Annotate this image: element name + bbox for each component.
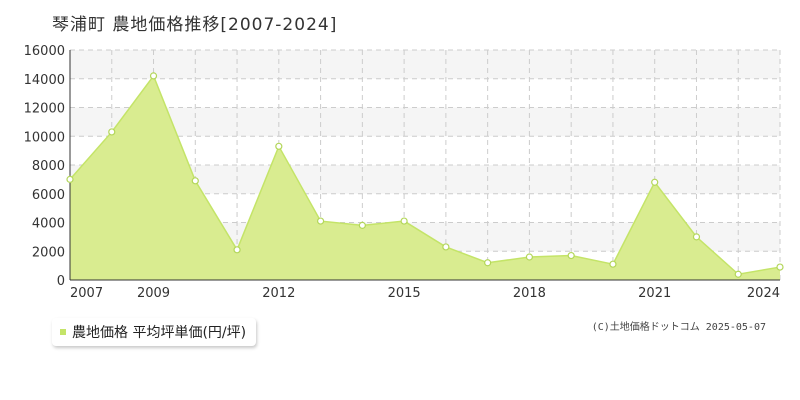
legend: 農地価格 平均坪単価(円/坪) <box>52 318 257 346</box>
data-point-2013 <box>316 217 325 225</box>
x-tick-label-2018: 2018 <box>513 286 546 301</box>
data-point-2015 <box>400 217 408 225</box>
data-point-2021 <box>651 178 659 186</box>
y-tick-label-16000: 16000 <box>24 44 65 59</box>
x-tick-label-2009: 2009 <box>137 286 170 301</box>
data-point-2022 <box>692 233 701 241</box>
data-point-2019 <box>567 251 575 260</box>
series-line <box>69 74 781 276</box>
y-tick-label-14000: 14000 <box>24 73 65 88</box>
data-point-2024 <box>776 263 784 271</box>
y-tick-label-4000: 4000 <box>32 217 65 232</box>
series-area <box>69 74 781 280</box>
x-tick-label-2015: 2015 <box>388 286 421 301</box>
y-tick-label-10000: 10000 <box>24 130 65 145</box>
data-point-2023 <box>734 270 742 278</box>
x-tick-label-2024: 2024 <box>747 286 780 301</box>
x-tick-label-2012: 2012 <box>262 286 295 301</box>
series-area-fill <box>70 75 780 280</box>
axes <box>69 50 780 281</box>
x-tick-label-2021: 2021 <box>638 286 671 301</box>
data-point-2017 <box>484 259 492 267</box>
data-point-2020 <box>609 260 617 268</box>
data-point-2018 <box>525 253 534 261</box>
data-point-2007 <box>66 175 74 183</box>
y-tick-label-12000: 12000 <box>24 102 65 117</box>
series-markers <box>66 72 784 278</box>
data-point-2012 <box>275 142 283 150</box>
legend-label: 農地価格 平均坪単価(円/坪) <box>72 325 247 341</box>
x-tick-labels: 2007 2009 2012 2015 2018 2021 2024 <box>70 286 780 301</box>
data-point-2014 <box>358 221 366 229</box>
y-tick-label-6000: 6000 <box>32 188 65 203</box>
y-tick-label-8000: 8000 <box>32 159 65 174</box>
data-point-2016 <box>442 243 450 251</box>
band-5 <box>70 107 780 137</box>
y-tick-label-2000: 2000 <box>32 245 65 260</box>
data-point-2010 <box>191 177 199 185</box>
copyright-text: (C)土地価格ドットコム 2025-05-07 <box>591 322 766 333</box>
chart-title: 琴浦町 農地価格推移[2007-2024] <box>52 15 338 35</box>
data-point-2009 <box>149 72 158 80</box>
y-tick-labels: 0 2000 4000 6000 8000 10000 12000 14000 16000 <box>24 44 65 289</box>
y-tick-label-0: 0 <box>57 274 65 289</box>
legend-swatch-icon <box>60 329 66 335</box>
data-point-2008 <box>108 128 116 136</box>
data-point-2011 <box>233 246 241 254</box>
x-tick-label-2007: 2007 <box>70 286 103 301</box>
band-7 <box>70 50 780 79</box>
